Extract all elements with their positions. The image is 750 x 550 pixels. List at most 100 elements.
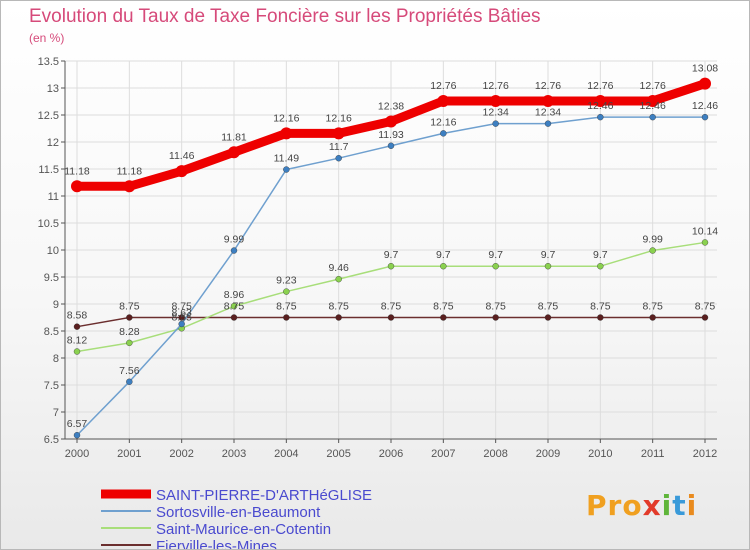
data-label: 12.76 [587,80,613,92]
x-tick-label: 2011 [641,448,665,460]
series-point [492,263,499,270]
series-point [649,247,656,254]
proxiti-logo: Proxiti [586,489,697,522]
series-point [73,323,81,330]
data-label: 8.28 [119,326,140,338]
series-point [178,320,185,328]
logo-part-x: x [642,489,662,522]
legend-label: Sortosville-en-Beaumont [156,504,321,521]
series-point [228,146,240,159]
data-label: 12.16 [326,112,352,124]
logo-part-i2: i [686,489,698,522]
y-tick-label: 9 [53,299,59,311]
data-label: 8.75 [171,301,192,313]
data-label: 9.7 [593,249,608,261]
x-tick-label: 2002 [169,448,193,460]
series-point [437,94,450,107]
data-label: 11.49 [274,153,300,165]
data-label: 8.75 [538,301,559,313]
data-label: 12.34 [483,107,509,119]
series-point [335,314,342,321]
y-tick-label: 7.5 [44,380,59,392]
series-point [646,94,659,107]
x-tick-label: 2010 [588,448,612,460]
data-label: 9.7 [384,249,399,261]
series-point [649,113,656,121]
series-point [230,314,238,321]
logo-part-pro: Pro [586,489,643,522]
series-point [283,166,290,173]
legend-label: Fierville-les-Mines [156,538,277,549]
series-point [230,302,238,310]
series-point [332,127,345,140]
data-label: 9.99 [224,234,245,246]
data-label: 8.75 [224,301,245,313]
series-point [73,348,81,355]
y-tick-label: 11.5 [38,164,59,176]
data-label: 9.7 [488,249,503,261]
data-label: 7.56 [119,365,140,377]
x-tick-label: 2000 [65,448,89,460]
series-point [597,263,604,270]
chart-title: Evolution du Taux de Taxe Foncière sur l… [29,6,541,27]
y-tick-label: 11 [48,191,59,203]
data-label: 10.14 [692,225,718,237]
x-tick-label: 2003 [222,448,246,460]
data-label: 11.7 [329,141,349,153]
series-point [126,378,133,385]
series-point [283,314,290,321]
data-label: 8.96 [224,289,245,301]
series-point [387,142,395,149]
series-point [175,165,188,178]
series-point [387,263,395,270]
series-point [230,247,238,254]
series-point [544,120,552,127]
series-point [701,314,709,321]
data-label: 11.46 [169,150,195,162]
series-point [126,314,133,321]
series-point [489,94,502,107]
y-tick-label: 10 [47,245,59,257]
x-tick-label: 2009 [536,448,560,460]
y-tick-label: 13 [47,83,59,95]
series-point [492,120,499,127]
legend-label: SAINT-PIERRE-D'ARTHéGLISE [156,487,372,504]
data-label: 12.46 [640,100,666,112]
series-point [597,314,604,321]
data-label: 12.46 [692,100,718,112]
logo-part-i: i [661,489,673,522]
series-point [71,180,83,193]
data-label: 8.58 [67,310,88,322]
data-label: 12.16 [273,112,299,124]
series-point [126,339,133,347]
series-point [387,314,395,321]
series-point [699,77,711,90]
data-label: 9.23 [276,275,297,287]
x-tick-label: 2005 [326,448,350,460]
series-point [440,130,447,137]
data-label: 12.76 [430,80,456,92]
series-point [335,275,342,283]
data-label: 8.55 [171,311,192,323]
y-tick-label: 9.5 [44,272,59,284]
data-label: 9.46 [328,262,349,274]
series-point [594,94,607,107]
x-tick-label: 2004 [274,448,298,460]
data-label: 12.38 [378,100,404,112]
series-point [649,314,656,321]
data-label: 8.75 [328,301,349,313]
y-tick-label: 10.5 [38,218,59,230]
y-tick-label: 12.5 [38,110,59,122]
data-label: 8.63 [171,307,192,319]
data-label: 13.08 [692,63,718,75]
chart-unit: (en %) [29,31,65,45]
x-tick-label: 2006 [379,448,403,460]
series-point [335,154,342,162]
series-point [178,314,185,321]
data-label: 11.18 [64,165,90,177]
data-label: 12.76 [640,80,666,92]
series-point [492,314,499,321]
data-label: 8.75 [590,301,611,313]
series-point [701,113,709,121]
